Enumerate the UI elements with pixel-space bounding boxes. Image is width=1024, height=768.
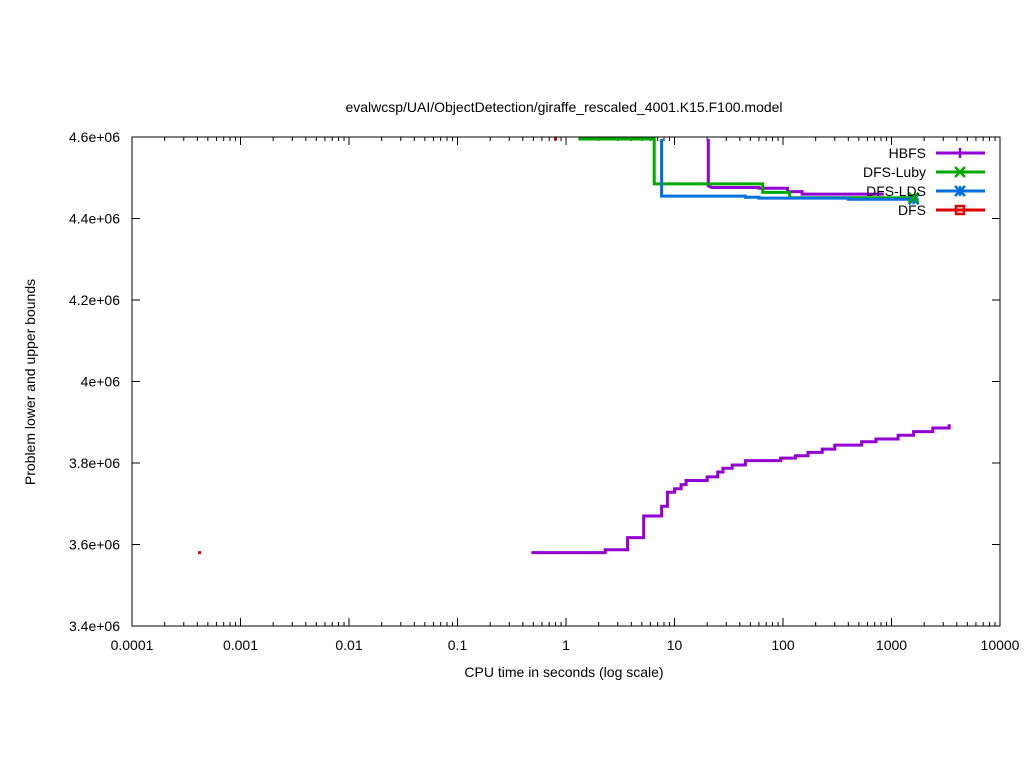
x-tick-label: 10000 [981, 637, 1020, 653]
x-tick-label: 10 [667, 637, 683, 653]
legend-marker-stroke [954, 166, 966, 178]
data-point-dfs [198, 551, 202, 555]
data-point-dfs [553, 137, 557, 141]
y-tick-label: 3.6e+06 [69, 537, 120, 553]
x-tick-label: 100 [771, 637, 795, 653]
y-tick-label: 4.2e+06 [69, 292, 120, 308]
legend-label: DFS-Luby [863, 164, 926, 180]
legend-marker [954, 204, 966, 216]
legend-marker-stroke [954, 204, 966, 216]
x-tick-label: 1 [562, 637, 570, 653]
y-tick-label: 3.4e+06 [69, 618, 120, 634]
x-tick-label: 0.0001 [111, 637, 154, 653]
y-axis-label: Problem lower and upper bounds [22, 279, 38, 485]
y-tick-label: 4e+06 [81, 374, 121, 390]
chart-title: evalwcsp/UAI/ObjectDetection/giraffe_res… [345, 99, 782, 115]
x-tick-label: 0.01 [335, 637, 362, 653]
y-tick-label: 4.4e+06 [69, 211, 120, 227]
legend-label: DFS [898, 202, 926, 218]
legend-marker [954, 166, 966, 178]
series-line-hbfs-upper [706, 139, 884, 196]
y-tick-label: 3.8e+06 [69, 455, 120, 471]
legend-marker [954, 185, 966, 197]
legend-label: DFS-LDS [866, 183, 926, 199]
endpoint-marker-stroke [907, 191, 920, 204]
x-axis-label: CPU time in seconds (log scale) [464, 664, 663, 680]
x-tick-label: 0.1 [448, 637, 468, 653]
x-tick-label: 0.001 [223, 637, 258, 653]
endpoint-marker [907, 191, 920, 204]
series-line-dfs-lds-upper [660, 139, 914, 201]
legend-label: HBFS [889, 145, 926, 161]
legend-marker [955, 148, 965, 158]
x-tick-label: 1000 [876, 637, 907, 653]
y-tick-label: 4.6e+06 [69, 129, 120, 145]
legend: HBFS DFS-Luby DFS-LDS DFS [863, 145, 985, 218]
series-line-hbfs-lower [531, 424, 951, 555]
series-layer [198, 137, 951, 555]
plot-axes: 0.0001 0.001 0.01 0.1 1 10 100 1000 10000 3.4e+06… [69, 129, 1020, 653]
